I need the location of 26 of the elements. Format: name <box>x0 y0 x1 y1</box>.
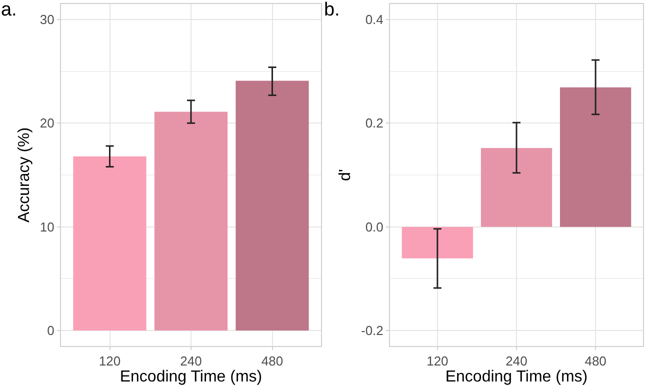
y-tick-label: 0 <box>47 323 54 338</box>
y-axis-title: Accuracy (%) <box>16 127 33 223</box>
bar <box>560 87 632 227</box>
bar <box>480 148 552 227</box>
chart-title: b. <box>324 0 340 20</box>
bar <box>402 226 474 258</box>
x-tick-label: 480 <box>261 354 284 369</box>
y-tick-label: 30 <box>40 12 54 28</box>
x-tick-label: 120 <box>98 354 121 369</box>
bar <box>236 80 309 330</box>
x-tick-label: 120 <box>426 354 448 369</box>
x-axis-title: Encoding Time (ms) <box>120 368 262 386</box>
chart-title: a. <box>0 0 17 20</box>
y-tick-label: 0.0 <box>365 219 384 234</box>
y-tick-label: 10 <box>40 219 54 234</box>
x-tick-label: 240 <box>506 354 528 369</box>
y-tick-label: -0.2 <box>360 323 384 338</box>
y-tick-label: 0.4 <box>365 12 384 28</box>
x-tick-label: 240 <box>180 354 202 369</box>
y-axis-title: d' <box>336 169 354 181</box>
bar <box>73 156 146 330</box>
y-tick-label: 20 <box>40 116 54 131</box>
x-tick-label: 480 <box>584 354 606 369</box>
bar <box>154 112 228 330</box>
x-axis-title: Encoding Time (ms) <box>445 368 588 386</box>
y-tick-label: 0.2 <box>365 116 384 131</box>
